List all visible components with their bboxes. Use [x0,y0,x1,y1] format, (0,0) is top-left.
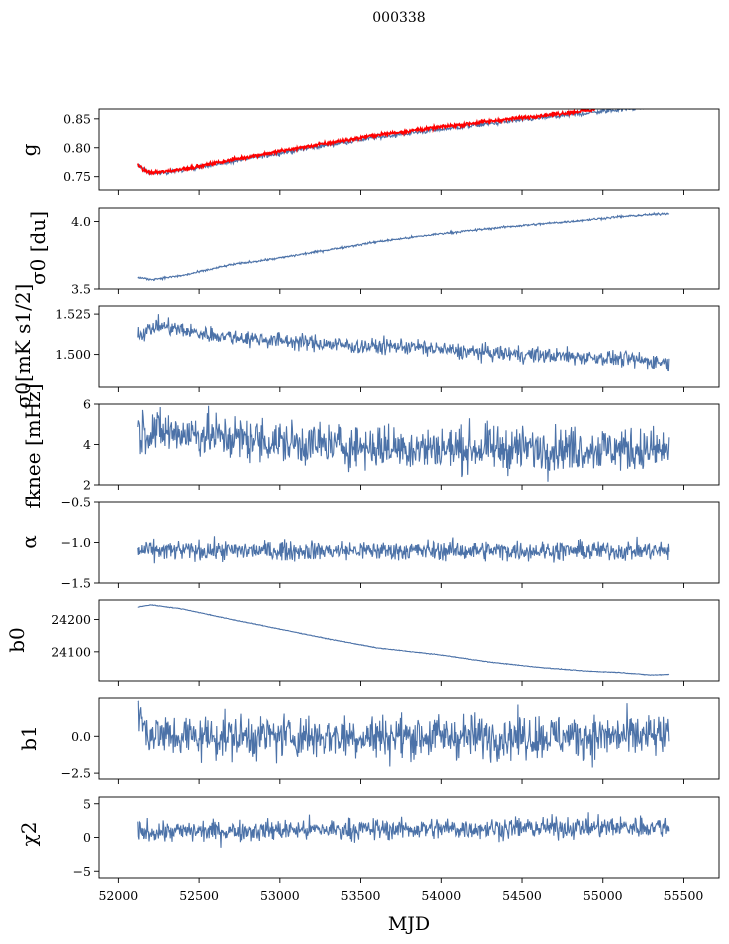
x-axis: 52000 52500 53000 53500 54000 54500 55000 55500 [98,888,703,903]
y-tick-label: 3.5 [71,282,91,297]
y-tick-label: 1.525 [55,307,91,322]
series-line-b0 [137,604,670,676]
y-tick-label: 0.75 [63,169,91,184]
x-tick-label: 53000 [260,888,300,903]
panel-1: 0.75 0.80 0.85 g [17,108,720,195]
y-tick-label: 0.80 [63,140,91,155]
panel-5: −1.5 −1.0 −0.5 α [17,495,720,591]
y-tick-label: 0 [83,830,91,845]
y-tick-label: 4.0 [71,214,91,229]
y-tick-label: −5 [73,864,91,879]
y-axis-label: α [17,535,41,549]
y-tick-label: −2.5 [61,766,91,781]
y-tick-label: −1.5 [61,576,91,591]
y-tick-label: 0.0 [71,729,91,744]
y-axis-label: σ0 [du] [26,211,50,285]
y-tick-label: 4 [83,437,91,452]
panel-4: 2 4 6 fknee [mHz] [21,384,720,509]
y-axis-label: fknee [mHz] [21,384,45,509]
y-axis-label: χ2 [17,822,41,847]
panel-3: 1.500 1.525 σ0[mK s1/2] [11,284,720,409]
series-line-sigma0-mK [137,314,670,372]
series-line-chi2 [137,812,670,848]
axes-frame [98,697,720,780]
x-axis-label: MJD [388,913,430,935]
y-tick-label: −0.5 [61,495,91,510]
x-tick-label: 53500 [341,888,381,903]
series-line-g-fit [137,109,595,177]
y-tick-label: 24200 [51,612,91,627]
y-tick-label: −1.0 [61,535,91,550]
y-axis-label: b0 [5,627,29,653]
panel-2: 3.5 4.0 σ0 [du] [26,207,720,297]
y-axis-label: b1 [17,725,41,751]
y-tick-label: 1.500 [55,347,91,362]
panel-7: −2.5 0.0 b1 [17,697,720,784]
panel-8: −5 0 5 χ2 [17,796,720,883]
series-line-g [137,109,649,176]
axes-frame [98,305,720,388]
x-tick-label: 55500 [664,888,704,903]
x-tick-label: 55000 [583,888,623,903]
y-tick-label: 2 [83,478,91,493]
y-axis-label: g [17,143,41,156]
y-axis-label: σ0[mK s1/2] [11,284,35,409]
axes-frame [98,599,720,682]
panels: 0.75 0.80 0.85 g 3.5 4.0 σ0 [du] 1.500 1.525 σ0[m… [5,108,720,883]
series-line-b1 [137,700,670,768]
series-line-sigma0-du [137,211,670,282]
axes-frame [98,501,720,584]
x-tick-label: 54500 [502,888,542,903]
x-tick-label: 52000 [98,888,138,903]
chart-title: 000338 [372,10,425,26]
axes-frame [98,207,720,290]
axes-frame [98,108,720,191]
series-line-fknee [137,405,670,482]
x-tick-label: 52500 [179,888,219,903]
y-tick-label: 24100 [51,644,91,659]
y-tick-label: 0.85 [63,111,91,126]
panel-6: 24100 24200 b0 [5,599,720,686]
y-tick-label: 6 [83,397,91,412]
y-tick-label: 5 [83,796,91,811]
x-tick-label: 54000 [421,888,461,903]
series-line-alpha [137,536,670,564]
